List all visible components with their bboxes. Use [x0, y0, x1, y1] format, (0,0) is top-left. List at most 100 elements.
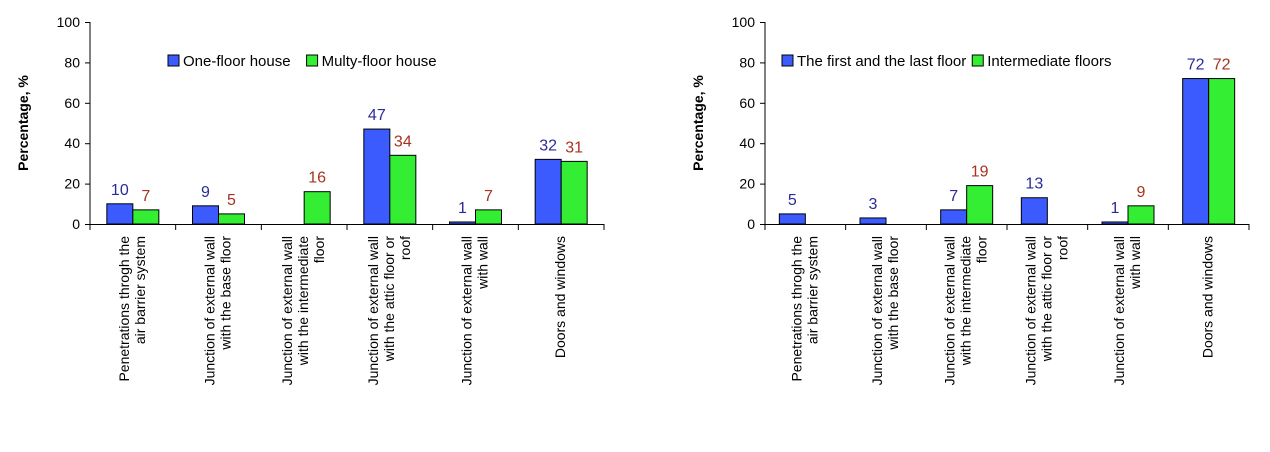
y-axis-title: Percentage, % — [690, 75, 706, 171]
bar-series-1 — [1020, 197, 1048, 225]
y-tick-label: 40 — [64, 135, 80, 151]
x-category-label: Doors and windows — [1200, 236, 1216, 358]
svg-text:Penetrations throgh the: Penetrations throgh the — [788, 236, 804, 382]
bar-series-2 — [1208, 78, 1236, 225]
y-tick-label: 40 — [739, 135, 755, 151]
y-tick-label: 20 — [64, 176, 80, 192]
bar-series-2 — [218, 213, 245, 225]
svg-text:Junction of external wall: Junction of external wall — [1022, 236, 1038, 385]
bar-series-2 — [389, 154, 417, 225]
x-category-label: Junction of external wall with the attic … — [1022, 236, 1070, 386]
data-label: 47 — [368, 107, 386, 124]
x-category-label: Penetrations throgh the air barrier syste… — [788, 236, 820, 382]
x-category-label: Junction of external wall with the interm… — [279, 236, 327, 386]
legend-swatch — [306, 54, 319, 67]
y-tick-label: 60 — [739, 95, 755, 111]
bar-series-2 — [966, 185, 994, 225]
svg-text:with the base floor: with the base floor — [218, 236, 234, 351]
bar-series-2 — [303, 191, 331, 225]
data-label: 1 — [1111, 200, 1120, 217]
right-chart: 0 20 40 60 80 100 Percentage, % Penetrations th… — [690, 14, 1250, 386]
data-label: 7 — [141, 188, 150, 205]
svg-text:Doors and windows: Doors and windows — [552, 236, 568, 358]
y-tick-label: 80 — [739, 54, 755, 70]
bar-series-2 — [560, 160, 588, 225]
bar-series-1 — [778, 213, 806, 225]
data-label: 9 — [201, 184, 210, 201]
bar-series-2 — [132, 209, 160, 225]
data-label: 9 — [1137, 184, 1146, 201]
x-category-label: Doors and windows — [552, 236, 568, 358]
data-label: 7 — [949, 188, 958, 205]
data-label: 3 — [869, 196, 878, 213]
svg-text:roof: roof — [397, 236, 413, 260]
svg-text:Junction of external wall: Junction of external wall — [202, 236, 218, 385]
bar-series-2 — [1127, 205, 1155, 225]
svg-text:Doors and windows: Doors and windows — [1200, 236, 1216, 358]
y-tick-label: 0 — [72, 216, 80, 232]
svg-text:Junction of external wall: Junction of external wall — [365, 236, 381, 385]
bar-series-1 — [192, 205, 219, 225]
left-chart: 0 20 40 60 80 100 Percentage, % Penetrations th… — [15, 14, 605, 386]
svg-text:with the attic floor or: with the attic floor or — [1038, 236, 1054, 363]
svg-text:Junction of external wall: Junction of external wall — [942, 236, 958, 385]
data-label: 34 — [394, 133, 412, 150]
legend-label: The first and the last floor — [797, 53, 966, 70]
svg-text:roof: roof — [1054, 236, 1070, 260]
svg-text:with the intermediate: with the intermediate — [295, 236, 311, 366]
data-label: 1 — [458, 200, 467, 217]
data-label: 10 — [111, 182, 129, 199]
svg-text:Penetrations throgh the: Penetrations throgh the — [116, 236, 132, 382]
svg-text:with the attic floor or: with the attic floor or — [381, 236, 397, 363]
bar-series-1 — [1101, 221, 1129, 225]
x-category-label: Penetrations throgh the air barrier syste… — [116, 236, 148, 382]
bar-series-2 — [475, 209, 502, 225]
y-tick-label: 80 — [64, 54, 80, 70]
x-category-label: Junction of external wall with wall — [1111, 236, 1143, 385]
x-category-label: Junction of external wall with the interm… — [942, 236, 990, 386]
legend-swatch — [167, 54, 180, 67]
svg-text:with the base floor: with the base floor — [885, 236, 901, 351]
data-label: 5 — [788, 192, 797, 209]
x-category-label: Junction of external wall with wall — [459, 236, 491, 385]
data-label: 32 — [539, 137, 557, 154]
svg-text:Junction of external wall: Junction of external wall — [1111, 236, 1127, 385]
y-tick-label: 20 — [739, 176, 755, 192]
y-tick-label: 100 — [57, 14, 81, 30]
bar-series-1 — [1182, 78, 1210, 225]
bar-series-1 — [363, 128, 391, 225]
data-label: 5 — [227, 192, 236, 209]
data-label: 31 — [565, 139, 583, 156]
legend-swatch — [781, 54, 794, 67]
svg-text:with wall: with wall — [1127, 236, 1143, 290]
bar-series-1 — [940, 209, 968, 225]
legend-label: One-floor house — [183, 53, 291, 70]
bar-series-1 — [859, 217, 887, 225]
svg-text:air barrier system: air barrier system — [132, 236, 148, 344]
data-label: 7 — [484, 188, 493, 205]
y-axis-title: Percentage, % — [15, 75, 31, 171]
x-category-label: Junction of external wall with the attic … — [365, 236, 413, 386]
svg-text:floor: floor — [974, 236, 990, 264]
data-label: 72 — [1213, 57, 1231, 74]
bar-series-1 — [449, 221, 476, 225]
svg-text:air barrier system: air barrier system — [804, 236, 820, 344]
x-category-label: Junction of external wall with the base f… — [869, 236, 901, 386]
bar-series-1 — [534, 158, 562, 225]
y-tick-label: 0 — [747, 216, 755, 232]
x-category-label: Junction of external wall with the base f… — [202, 236, 234, 386]
y-tick-label: 60 — [64, 95, 80, 111]
data-label: 19 — [971, 164, 989, 181]
svg-text:Junction of external wall: Junction of external wall — [869, 236, 885, 385]
legend-label: Intermediate floors — [987, 53, 1111, 70]
data-label: 72 — [1187, 57, 1205, 74]
y-tick-label: 100 — [732, 14, 756, 30]
svg-text:with wall: with wall — [475, 236, 491, 290]
legend-swatch — [971, 54, 984, 67]
svg-text:Junction of external wall: Junction of external wall — [459, 236, 475, 385]
svg-text:with the intermediate: with the intermediate — [958, 236, 974, 366]
svg-text:Junction of external wall: Junction of external wall — [279, 236, 295, 385]
legend-label: Multy-floor house — [322, 53, 437, 70]
bar-series-1 — [106, 203, 134, 225]
